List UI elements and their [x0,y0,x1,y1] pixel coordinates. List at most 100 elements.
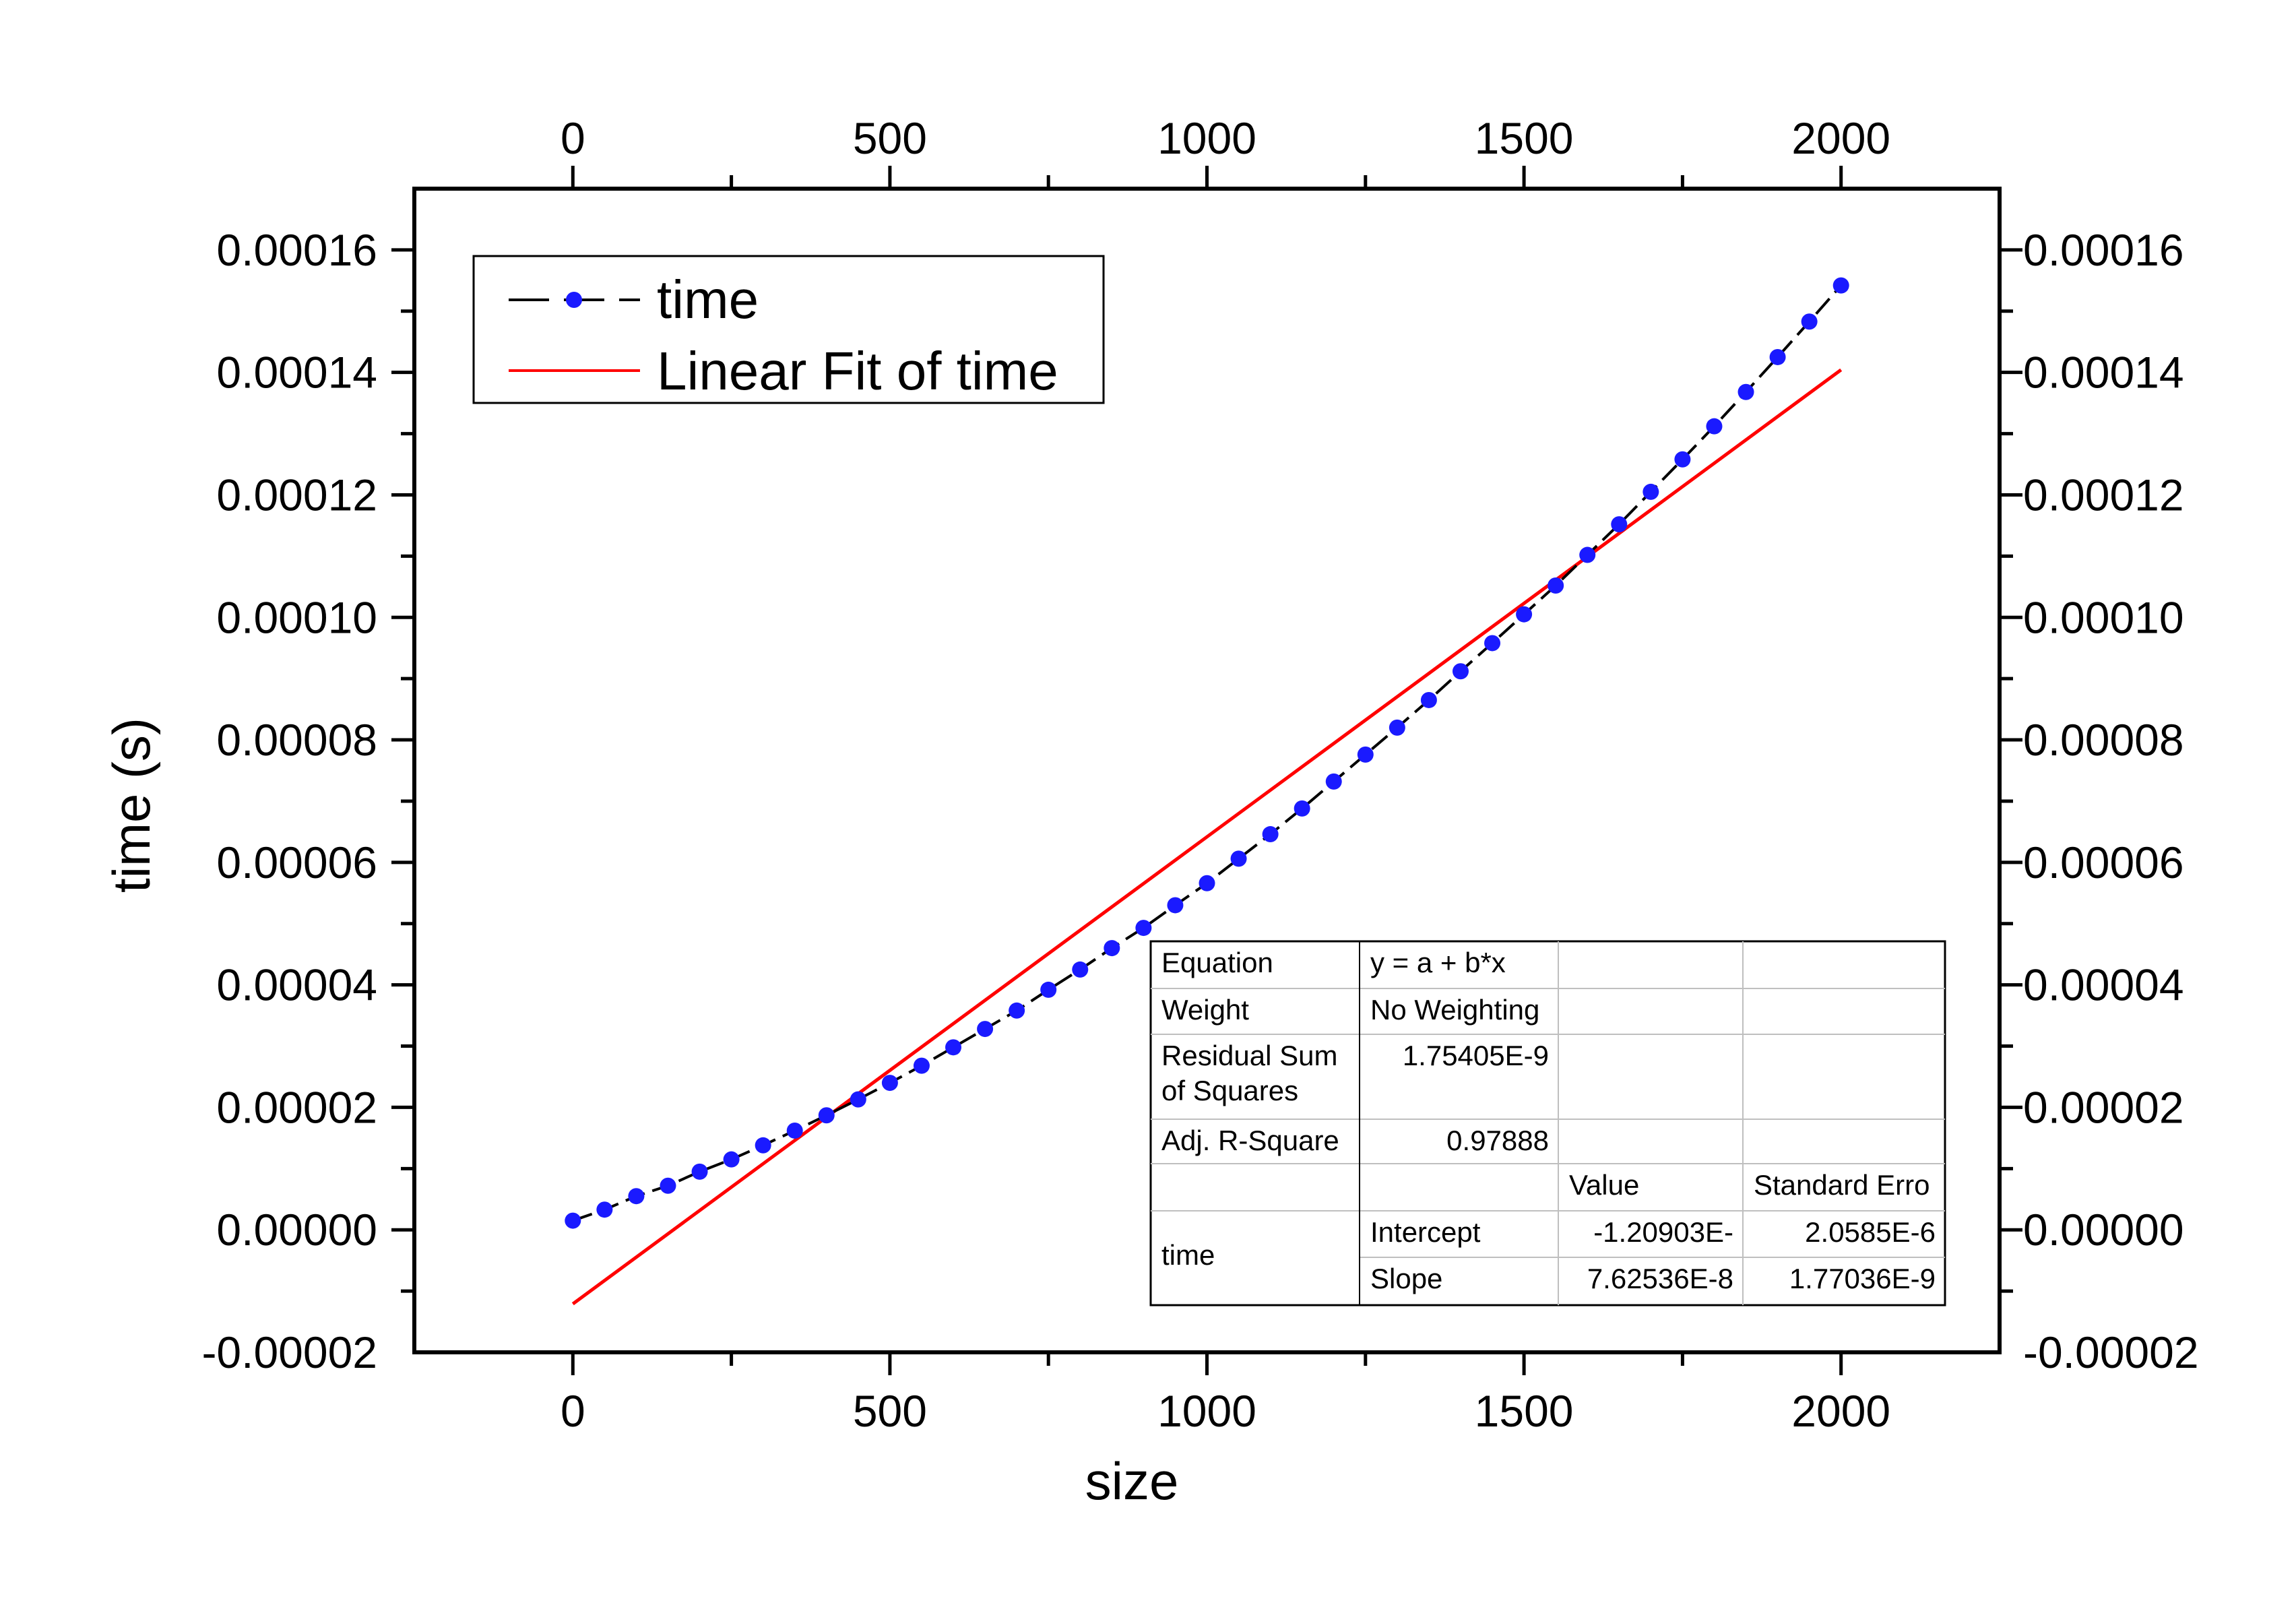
fit-table-cell: Weight [1161,994,1249,1026]
y-tick-label-left: 0.00014 [216,348,377,398]
data-point [565,1212,581,1229]
legend: time Linear Fit of time [472,255,1105,404]
y-tick-label-right: 0.00014 [2023,348,2184,398]
data-point [1706,418,1723,435]
data-point [1167,897,1184,914]
series-layer [565,277,1849,1229]
fit-table-cell: 7.62536E-8 [1587,1263,1733,1294]
data-point [1801,313,1818,330]
fit-table-cell: 2.0585E-6 [1805,1216,1936,1248]
data-point [628,1188,645,1205]
fit-table-cell: 1.77036E-9 [1789,1263,1936,1294]
legend-label-time: time [657,270,759,329]
fit-table-cell: y = a + b*x [1370,947,1506,978]
data-point [1357,746,1374,763]
x-tick-label-bottom: 1000 [1157,1386,1256,1436]
fit-table-cell: 1.75405E-9 [1403,1040,1549,1071]
fit-table-cell: of Squares [1161,1075,1298,1106]
y-tick-label-left: 0.00006 [216,838,377,887]
x-tick-label-bottom: 0 [561,1386,585,1436]
legend-label-linear-fit: Linear Fit of time [657,341,1058,401]
data-point [1420,691,1437,708]
legend-box [472,255,1105,404]
data-point [1452,663,1469,680]
y-tick-label-right: 0.00008 [2023,715,2184,765]
y-tick-label-left: 0.00002 [216,1082,377,1132]
y-tick-label-left: 0.00004 [216,960,377,1010]
data-point [786,1122,803,1139]
fit-table-cell: Equation [1161,947,1273,978]
y-tick-label-right: 0.00004 [2023,960,2184,1010]
fit-line-layer [571,368,1843,1306]
fit-table-cell: -1.20903E- [1593,1216,1733,1248]
data-point [1643,483,1659,500]
fit-table-cell: Intercept [1370,1216,1481,1248]
x-tick-label-bottom: 1500 [1475,1386,1574,1436]
fit-table-cell: Residual Sum [1161,1040,1337,1071]
y-tick-label-right: 0.00002 [2023,1082,2184,1132]
data-point [1611,516,1628,533]
x-tick-label-top: 1000 [1157,113,1256,163]
legend-swatch-time-marker [566,292,582,308]
y-tick-label-right: -0.00002 [2023,1327,2199,1377]
series-line-linear-fit [571,368,1843,1306]
y-tick-label-right: 0.00006 [2023,838,2184,887]
x-tick-label-top: 2000 [1791,113,1890,163]
data-point [1832,277,1849,294]
data-point [913,1057,930,1074]
data-point [1262,826,1279,843]
data-point [1104,940,1120,957]
x-tick-label-bottom: 2000 [1791,1386,1890,1436]
x-axis-title: size [1085,1451,1179,1511]
data-point [1389,719,1405,736]
data-point [1009,1002,1025,1019]
fit-table-cell: Adj. R-Square [1161,1125,1339,1156]
fit-table-cell: time [1161,1239,1215,1271]
data-point [1135,920,1152,937]
data-point [977,1021,994,1038]
data-point [691,1163,708,1180]
data-point [1484,635,1501,652]
fit-table-cell: Standard Erro [1754,1169,1930,1201]
y-tick-label-left: -0.00002 [201,1327,377,1377]
data-point [945,1039,962,1056]
data-point [755,1137,771,1154]
y-tick-label-left: 0.00012 [216,470,377,520]
data-point [1579,546,1596,563]
data-point [596,1201,613,1218]
fit-table-cell: No Weighting [1370,994,1539,1026]
data-point [1294,800,1310,817]
x-tick-label-bottom: 500 [853,1386,927,1436]
data-point [1040,981,1057,998]
y-tick-label-left: 0.00010 [216,592,377,642]
axes-layer: 0 0 500 500 1000 1000 1500 1500 2000 2000 -0.00002… [201,113,2198,1436]
data-point [723,1151,740,1168]
fit-table-cell: Value [1569,1169,1639,1201]
y-tick-label-left: 0.00000 [216,1205,377,1255]
fit-table-frame [1149,940,1946,1307]
data-point [1674,451,1691,468]
fit-table-cell: Slope [1370,1263,1442,1294]
x-tick-label-top: 0 [561,113,585,163]
y-axis-title: time (s) [102,718,161,893]
y-tick-label-right: 0.00010 [2023,592,2184,642]
data-point [1230,850,1247,867]
data-point [1769,348,1786,365]
data-point [1516,606,1533,623]
fit-table-cell: 0.97888 [1446,1125,1549,1156]
x-tick-label-top: 1500 [1475,113,1574,163]
data-point [881,1075,898,1092]
data-point [660,1177,676,1194]
data-point [1548,577,1564,594]
y-tick-label-left: 0.00016 [216,225,377,275]
data-point [1199,875,1215,891]
data-point [1325,773,1342,790]
x-tick-label-top: 500 [853,113,927,163]
data-point [1737,383,1754,400]
y-tick-label-left: 0.00008 [216,715,377,765]
data-point [818,1107,835,1124]
y-tick-label-right: 0.00016 [2023,225,2184,275]
y-tick-label-right: 0.00000 [2023,1205,2184,1255]
